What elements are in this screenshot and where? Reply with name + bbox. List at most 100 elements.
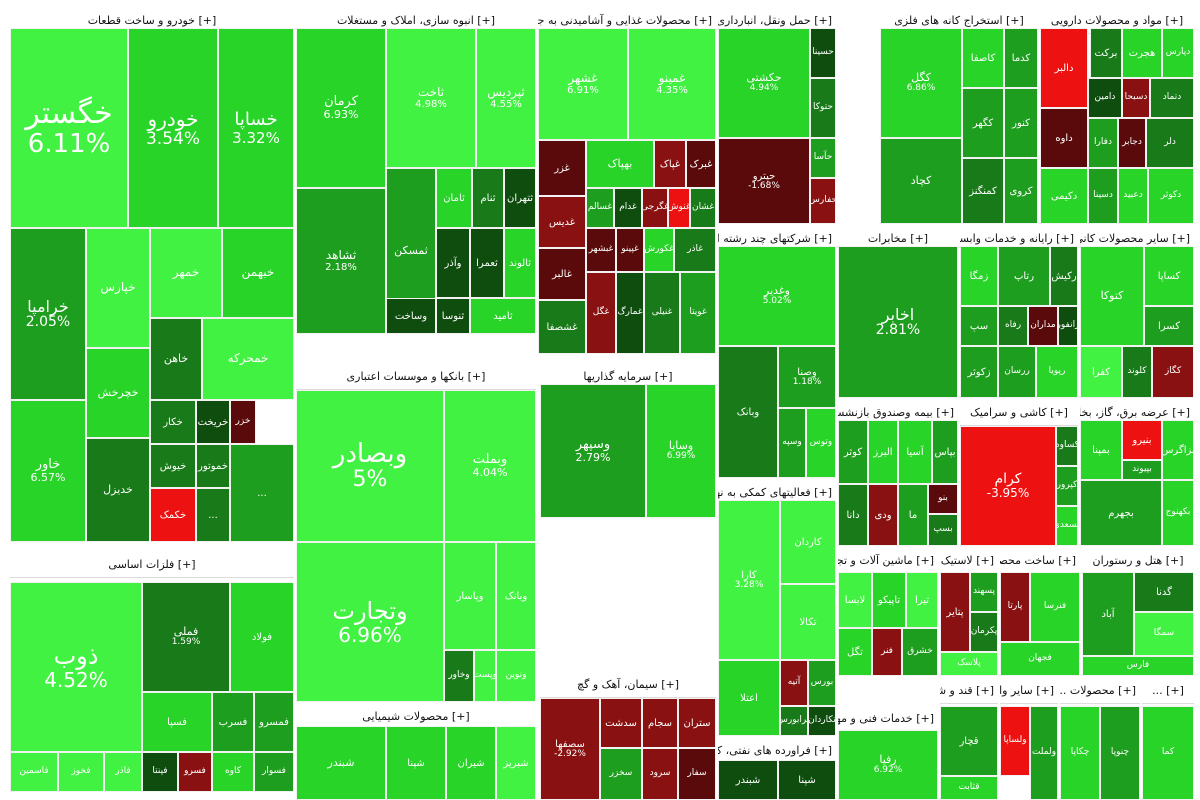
sector-header[interactable]: [+] هتل و رستوران [1082, 548, 1194, 574]
stock-tile[interactable]: غنوش [668, 188, 690, 228]
stock-tile[interactable]: وسایا 6.99% [646, 384, 716, 518]
stock-tile[interactable]: لابسا [838, 572, 872, 628]
stock-tile[interactable]: ثامان [436, 168, 472, 228]
stock-tile[interactable]: غگرجی [642, 188, 668, 228]
stock-tile[interactable]: رفیا 6.92% [838, 730, 938, 800]
stock-tile[interactable]: قثابت [940, 776, 998, 800]
stock-tile[interactable]: غزر [538, 140, 586, 196]
stock-tile[interactable]: اعتلا [718, 660, 780, 736]
stock-tile[interactable]: شپنا [386, 726, 446, 800]
stock-tile[interactable]: غبشهر [586, 228, 616, 272]
stock-tile[interactable]: فپنتا [142, 752, 178, 792]
stock-tile[interactable]: آتیه [780, 660, 808, 706]
sector-header[interactable]: [+] سایر واسطه گر ... [1000, 678, 1058, 704]
stock-tile[interactable]: خشرق [902, 628, 938, 676]
stock-tile[interactable]: خچرخش [86, 348, 150, 438]
stock-tile[interactable]: حکشتی 4.94% [718, 28, 810, 138]
stock-tile[interactable]: شبندر [296, 726, 386, 800]
stock-tile[interactable]: کلوند [1122, 346, 1152, 398]
stock-tile[interactable]: کرام -3.95% [960, 426, 1056, 546]
stock-tile[interactable]: کگهر [962, 88, 1004, 158]
stock-tile[interactable]: شیران [446, 726, 496, 800]
stock-tile[interactable]: کاوه [212, 752, 254, 792]
stock-tile[interactable]: کنور [1004, 88, 1038, 158]
stock-tile[interactable]: آسیا [898, 420, 932, 484]
stock-tile[interactable]: بهپاک [586, 140, 654, 188]
stock-tile[interactable]: خودرو 3.54% [128, 28, 218, 228]
stock-tile[interactable]: پلاسک [940, 652, 998, 676]
stock-tile[interactable]: هجرت [1122, 28, 1162, 78]
stock-tile[interactable]: پارتا [1000, 572, 1030, 642]
stock-tile[interactable]: وساخت [386, 298, 436, 334]
stock-tile[interactable]: دجابر [1118, 118, 1146, 168]
stock-tile[interactable]: خگستر 6.11% [10, 28, 128, 228]
stock-tile[interactable]: غنیلی [644, 272, 680, 354]
stock-tile[interactable]: سپ [960, 306, 998, 346]
stock-tile[interactable]: زمگا [960, 246, 998, 306]
stock-tile[interactable]: کساپا [1144, 246, 1194, 306]
stock-tile[interactable]: غاذر [674, 228, 716, 272]
stock-tile[interactable]: سجام [642, 698, 678, 748]
stock-tile[interactable]: رفاه [998, 306, 1028, 346]
stock-tile[interactable]: خمهر [150, 228, 222, 318]
stock-tile[interactable]: چنوپا [1100, 706, 1140, 800]
stock-tile[interactable]: وآذر [436, 228, 470, 298]
stock-tile[interactable]: غدام [614, 188, 642, 228]
stock-tile[interactable]: بسپ [928, 514, 958, 546]
stock-tile[interactable]: غشهر 6.91% [538, 28, 628, 140]
stock-tile[interactable]: کگل 6.86% [880, 28, 962, 138]
stock-tile[interactable]: بزاگرس [1162, 420, 1194, 480]
stock-tile[interactable]: خزر [230, 400, 256, 444]
stock-tile[interactable]: خکمک [150, 488, 196, 542]
stock-tile[interactable]: فنرسا [1030, 572, 1080, 642]
stock-tile[interactable]: غشان [690, 188, 716, 228]
stock-tile[interactable]: رانفور [1058, 306, 1078, 346]
stock-tile[interactable]: فنر [872, 628, 902, 676]
stock-tile[interactable]: مداران [1028, 306, 1058, 346]
stock-tile[interactable]: داوه [1040, 108, 1088, 168]
stock-tile[interactable]: ولملت [1030, 706, 1058, 800]
stock-tile[interactable]: غکورش [644, 228, 674, 272]
stock-tile[interactable]: تگل [838, 628, 872, 676]
stock-tile[interactable]: سخزر [600, 748, 642, 800]
stock-tile[interactable]: رپویا [1036, 346, 1078, 398]
stock-tile[interactable]: دسینا [1088, 168, 1118, 224]
stock-tile[interactable]: کما [1142, 706, 1194, 800]
stock-tile[interactable]: غمینو 4.35% [628, 28, 716, 140]
stock-tile[interactable]: غگل [586, 272, 616, 354]
stock-tile[interactable]: خاهن [150, 318, 202, 400]
stock-tile[interactable]: خمحرکه [202, 318, 294, 400]
stock-tile[interactable]: دفارا [1088, 118, 1118, 168]
stock-tile[interactable]: پسهند [970, 572, 998, 612]
stock-tile[interactable]: فمسرو [254, 692, 294, 752]
stock-tile[interactable]: ونوین [496, 650, 536, 702]
stock-tile[interactable]: رکیش [1050, 246, 1078, 306]
stock-tile[interactable]: شپنا [778, 760, 836, 800]
stock-tile[interactable]: غبرک [686, 140, 716, 188]
stock-tile[interactable]: بپیوند [1122, 460, 1162, 480]
stock-tile[interactable]: ذوب 4.52% [10, 582, 142, 752]
stock-tile[interactable]: فولاد [230, 582, 294, 692]
stock-tile[interactable]: سدشت [600, 698, 642, 748]
stock-tile[interactable]: دانا [838, 484, 868, 546]
stock-tile[interactable]: دتماد [1150, 78, 1194, 118]
stock-tile[interactable]: فارس [1082, 656, 1194, 676]
stock-tile[interactable]: دکیمی [1040, 168, 1088, 224]
stock-tile[interactable]: کدما [1004, 28, 1038, 88]
stock-tile[interactable]: فسپا [142, 692, 212, 752]
stock-tile[interactable]: کساوه [1056, 426, 1078, 466]
stock-tile[interactable]: ودی [868, 484, 898, 546]
stock-tile[interactable]: فسوار [254, 752, 294, 792]
stock-tile[interactable]: البرز [868, 420, 898, 484]
stock-tile[interactable]: چکاپا [1060, 706, 1100, 800]
stock-tile[interactable]: غپاک [654, 140, 686, 188]
stock-tile[interactable]: غالبر [538, 248, 586, 300]
stock-tile[interactable]: خرامپا 2.05% [10, 228, 86, 400]
stock-tile[interactable]: کاردان [780, 500, 836, 584]
sector-header[interactable]: [+] فراورده های نفتی، کک ... [718, 738, 836, 764]
stock-tile[interactable]: خریخت [196, 400, 230, 444]
stock-tile[interactable]: قچار [940, 706, 998, 776]
stock-tile[interactable]: فسرب [212, 692, 254, 752]
stock-tile[interactable]: کسرا [1144, 306, 1194, 346]
stock-tile[interactable]: وبانک [496, 542, 536, 650]
